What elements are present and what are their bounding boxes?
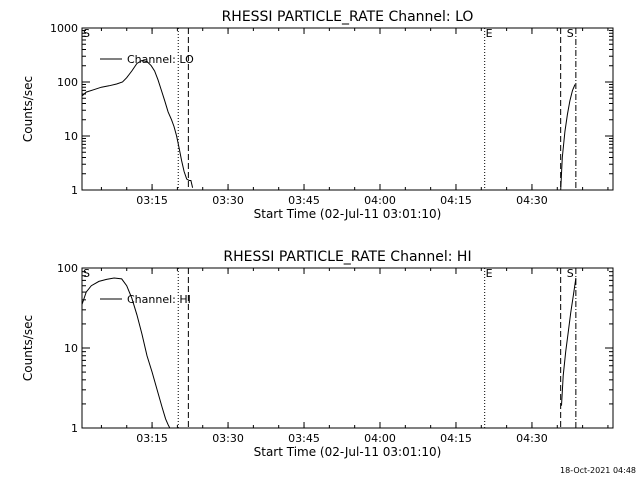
x-tick-label: 03:45 <box>288 194 320 207</box>
x-tick-label: 04:30 <box>516 194 548 207</box>
x-tick-label: 04:00 <box>364 432 396 445</box>
series-line <box>561 277 577 406</box>
x-tick-label: 03:15 <box>136 194 168 207</box>
x-tick-label: 03:45 <box>288 432 320 445</box>
series-line <box>81 277 171 429</box>
flag-label: S <box>83 267 90 280</box>
x-axis-label: Start Time (02-Jul-11 03:01:10) <box>254 207 442 221</box>
y-axis-label: Counts/sec <box>21 76 35 142</box>
x-tick-label: 03:30 <box>212 194 244 207</box>
y-tick-label: 10 <box>64 342 78 355</box>
x-tick-label: 03:30 <box>212 432 244 445</box>
y-axis-label: Counts/sec <box>21 315 35 381</box>
series-line <box>560 84 576 191</box>
x-tick-label: 04:15 <box>440 432 472 445</box>
flag-label: E <box>486 267 493 280</box>
y-tick-label: 10 <box>64 130 78 143</box>
y-tick-label: 1000 <box>50 22 78 35</box>
footer-timestamp: 18-Oct-2021 04:48 <box>560 466 636 475</box>
x-tick-label: 04:15 <box>440 194 472 207</box>
legend-label: Channel: LO <box>127 53 194 66</box>
y-tick-label: 100 <box>57 262 78 275</box>
chart-panel-2: RHESSI PARTICLE_RATE Channel: HI 03:15 03:… <box>21 249 614 459</box>
x-tick-label: 03:15 <box>136 432 168 445</box>
x-axis-label: Start Time (02-Jul-11 03:01:10) <box>254 445 442 459</box>
legend-label: Channel: HI <box>127 293 191 306</box>
chart-panel-1: RHESSI PARTICLE_RATE Channel: LO 03:15 03:… <box>21 9 614 221</box>
y-tick-label: 1 <box>71 422 78 435</box>
flag-label: E <box>486 27 493 40</box>
x-tick-label: 04:30 <box>516 432 548 445</box>
plot-frame <box>81 27 614 191</box>
y-tick-label: 1 <box>71 184 78 197</box>
x-tick-label: 04:00 <box>364 194 396 207</box>
flag-label: S <box>567 27 574 40</box>
y-tick-label: 100 <box>57 76 78 89</box>
series-line <box>81 59 194 188</box>
flag-label: S <box>567 267 574 280</box>
flag-label: S <box>83 27 90 40</box>
chart-title: RHESSI PARTICLE_RATE Channel: HI <box>223 249 471 265</box>
chart-title: RHESSI PARTICLE_RATE Channel: LO <box>222 9 474 25</box>
